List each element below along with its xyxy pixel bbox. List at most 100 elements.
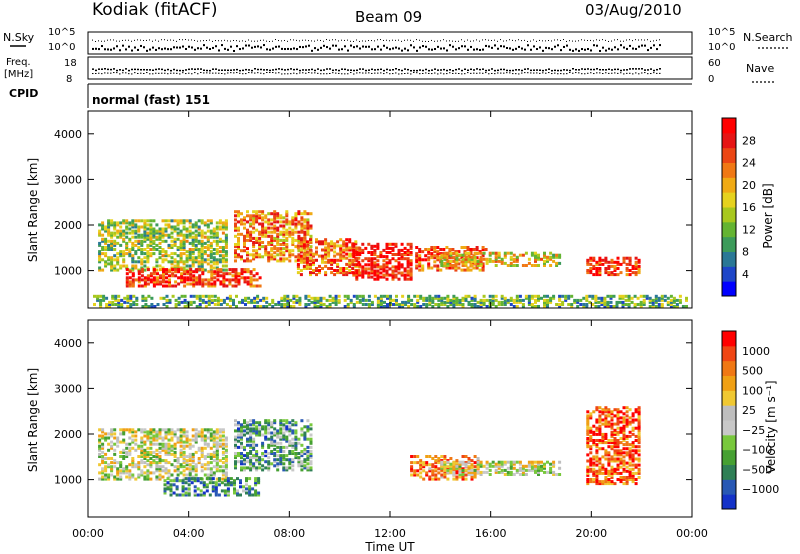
- echo-cell: [355, 269, 359, 273]
- echo-cell: [586, 459, 590, 463]
- echo-cell: [382, 265, 386, 269]
- echo-cell: [595, 418, 599, 422]
- echo-cell: [410, 473, 414, 477]
- nsky-point: [467, 48, 469, 51]
- echo-cell: [306, 222, 310, 226]
- echo-cell: [437, 467, 441, 471]
- echo-cell: [158, 473, 162, 477]
- echo-cell: [291, 253, 295, 257]
- echo-cell: [397, 257, 401, 261]
- echo-cell: [146, 258, 150, 262]
- echo-cell: [482, 298, 486, 302]
- echo-cell: [285, 232, 289, 236]
- echo-cell: [191, 467, 195, 471]
- nave-point: [101, 73, 103, 75]
- nsearch-point: [335, 39, 336, 41]
- echo-cell: [576, 298, 580, 302]
- echo-cell: [333, 258, 337, 262]
- echo-cell: [177, 300, 181, 304]
- echo-cell: [246, 425, 249, 429]
- nsearch-point: [401, 40, 402, 42]
- echo-cell: [586, 478, 590, 481]
- freq-point: [503, 68, 505, 71]
- nsky-point: [389, 48, 391, 51]
- echo-cell: [433, 264, 437, 268]
- echo-cell: [159, 280, 162, 284]
- freq-point: [428, 69, 430, 72]
- colorbar-tick-label: 8: [742, 246, 749, 259]
- echo-cell: [114, 294, 118, 298]
- echo-cell: [597, 296, 601, 300]
- echo-cell: [312, 260, 315, 264]
- echo-cell: [215, 430, 219, 434]
- echo-cell: [346, 305, 350, 308]
- echo-cell: [134, 229, 138, 233]
- echo-cell: [604, 451, 608, 455]
- echo-cell: [175, 487, 179, 491]
- echo-cell: [370, 257, 374, 261]
- echo-cell: [150, 303, 154, 306]
- echo-cell: [215, 233, 219, 237]
- echo-cell: [161, 469, 165, 473]
- echo-cell: [537, 255, 540, 259]
- echo-cell: [610, 271, 614, 275]
- echo-cell: [634, 267, 638, 270]
- echo-cell: [506, 298, 510, 302]
- echo-cell: [167, 444, 171, 448]
- echo-cell: [452, 294, 456, 298]
- freq-point: [218, 69, 220, 71]
- echo-cell: [470, 465, 474, 469]
- echo-cell: [98, 252, 102, 256]
- echo-cell: [246, 270, 250, 274]
- echo-cell: [473, 296, 477, 300]
- echo-cell: [182, 446, 186, 450]
- echo-cell: [158, 450, 162, 454]
- echo-cell: [282, 437, 286, 441]
- echo-cell: [259, 298, 263, 302]
- freq-point: [608, 68, 610, 71]
- echo-cell: [188, 442, 192, 446]
- echo-cell: [116, 221, 120, 225]
- echo-cell: [309, 212, 313, 216]
- echo-cell: [370, 267, 374, 271]
- echo-cell: [601, 465, 605, 469]
- echo-cell: [162, 276, 165, 280]
- nave-point: [389, 73, 391, 75]
- echo-cell: [300, 452, 304, 455]
- echo-cell: [476, 470, 480, 474]
- echo-cell: [473, 461, 477, 465]
- echo-cell: [104, 432, 108, 436]
- nave-point: [209, 72, 211, 74]
- echo-cell: [440, 261, 444, 265]
- echo-cell: [543, 259, 546, 263]
- echo-cell: [261, 255, 265, 259]
- echo-cell: [454, 264, 458, 268]
- echo-cell: [245, 477, 248, 481]
- echo-cell: [137, 465, 141, 469]
- echo-cell: [152, 455, 156, 458]
- echo-cell: [595, 432, 599, 436]
- echo-cell: [357, 256, 361, 260]
- nsearch-point: [389, 40, 390, 42]
- freq-point: [110, 68, 112, 71]
- echo-cell: [234, 243, 237, 246]
- echo-cell: [182, 239, 186, 243]
- echo-cell: [261, 433, 265, 437]
- echo-cell: [122, 264, 126, 268]
- colorbar-segment: [722, 221, 736, 238]
- echo-cell: [162, 278, 165, 282]
- echo-cell: [243, 460, 246, 464]
- echo-cell: [270, 247, 274, 251]
- echo-cell: [543, 251, 546, 255]
- echo-cell: [306, 445, 310, 449]
- echo-cell: [327, 260, 331, 264]
- echo-cell: [224, 448, 228, 452]
- echo-cell: [252, 214, 256, 218]
- echo-cell: [601, 439, 605, 442]
- nsearch-point: [650, 40, 651, 42]
- echo-cell: [607, 264, 611, 268]
- echo-cell: [183, 272, 187, 276]
- echo-cell: [440, 264, 444, 267]
- freq-point: [641, 68, 643, 70]
- echo-cell: [282, 224, 286, 228]
